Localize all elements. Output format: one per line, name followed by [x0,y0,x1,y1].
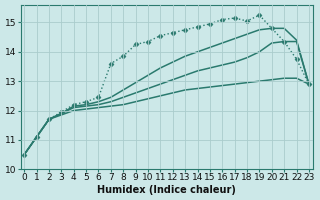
X-axis label: Humidex (Indice chaleur): Humidex (Indice chaleur) [97,185,236,195]
